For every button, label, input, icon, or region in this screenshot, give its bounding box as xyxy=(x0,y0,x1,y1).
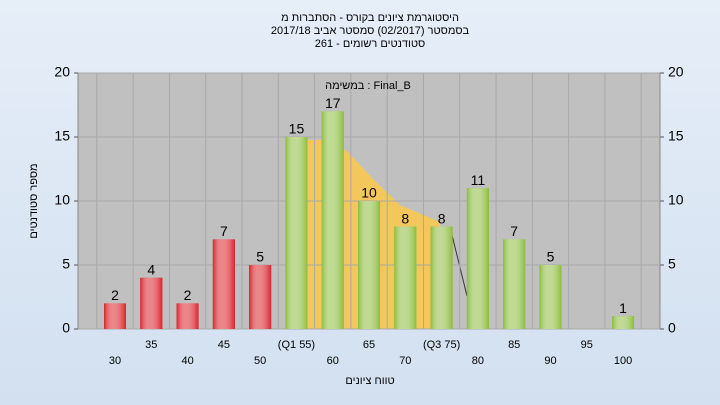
chart-subtitle: סטודנטים רשומים - 261 xyxy=(315,38,426,50)
bar-shine xyxy=(321,111,344,330)
x-tick-label: 65 xyxy=(363,339,375,351)
x-tick-label: 95 xyxy=(581,339,593,351)
bar-shine xyxy=(394,226,417,329)
x-tick-label: (Q1 55) xyxy=(278,339,315,351)
value-label: 7 xyxy=(220,223,228,239)
value-label: 5 xyxy=(547,249,555,265)
x-tick-label: (Q3 75) xyxy=(423,339,460,351)
y-tick-label: 0 xyxy=(62,320,70,336)
value-label: 11 xyxy=(471,172,486,188)
y-axis-label: מספר סטודנטים xyxy=(28,163,40,238)
y-tick-label: 20 xyxy=(54,64,70,80)
chart-subtitle: בסמסטר (02/2017) סמסטר אביב 2017/18 xyxy=(271,25,470,37)
value-label: 10 xyxy=(361,185,377,201)
x-tick-label: 40 xyxy=(181,355,193,367)
y-tick-label: 5 xyxy=(62,256,70,272)
x-tick-label: 50 xyxy=(254,355,266,367)
value-label: 8 xyxy=(401,210,409,226)
y2-tick-label: 10 xyxy=(668,192,684,208)
x-tick-label: 35 xyxy=(145,339,157,351)
value-label: 4 xyxy=(147,262,155,278)
value-label: 1 xyxy=(619,300,627,316)
chart-title: היסטוגרמת ציונים בקורס - הסתברות מ xyxy=(281,12,459,24)
x-tick-label: 60 xyxy=(327,355,339,367)
y2-tick-label: 0 xyxy=(668,320,676,336)
x-tick-label: 100 xyxy=(614,355,632,367)
bar-shine xyxy=(466,188,489,329)
bar-shine xyxy=(140,277,163,329)
bar-shine xyxy=(176,303,199,329)
bar-shine xyxy=(212,239,235,329)
x-tick-label: 70 xyxy=(399,355,411,367)
y2-tick-label: 5 xyxy=(668,256,676,272)
x-tick-label: 80 xyxy=(472,355,484,367)
value-label: 2 xyxy=(111,287,119,303)
annotation: במשימה : Final_B xyxy=(325,80,411,92)
x-tick-label: 90 xyxy=(544,355,556,367)
bar-shine xyxy=(249,265,272,329)
bar-shine xyxy=(430,226,453,329)
x-tick-label: 45 xyxy=(218,339,230,351)
y-tick-label: 15 xyxy=(54,128,70,144)
y2-tick-label: 20 xyxy=(668,64,684,80)
bar-shine xyxy=(612,316,635,329)
y-tick-label: 10 xyxy=(54,192,70,208)
bar-shine xyxy=(285,137,308,329)
x-axis-label: טווח ציונים xyxy=(345,375,394,387)
bar-shine xyxy=(503,239,526,329)
x-tick-label: 30 xyxy=(109,355,121,367)
value-label: 7 xyxy=(510,223,518,239)
value-label: 5 xyxy=(256,249,264,265)
value-label: 8 xyxy=(438,210,446,226)
value-label: 2 xyxy=(184,287,192,303)
x-tick-label: 85 xyxy=(508,339,520,351)
bar-shine xyxy=(104,303,126,329)
value-label: 15 xyxy=(289,121,305,137)
bar-shine xyxy=(539,265,562,329)
value-label: 17 xyxy=(325,95,341,111)
y2-tick-label: 15 xyxy=(668,128,684,144)
bar-shine xyxy=(358,201,381,329)
